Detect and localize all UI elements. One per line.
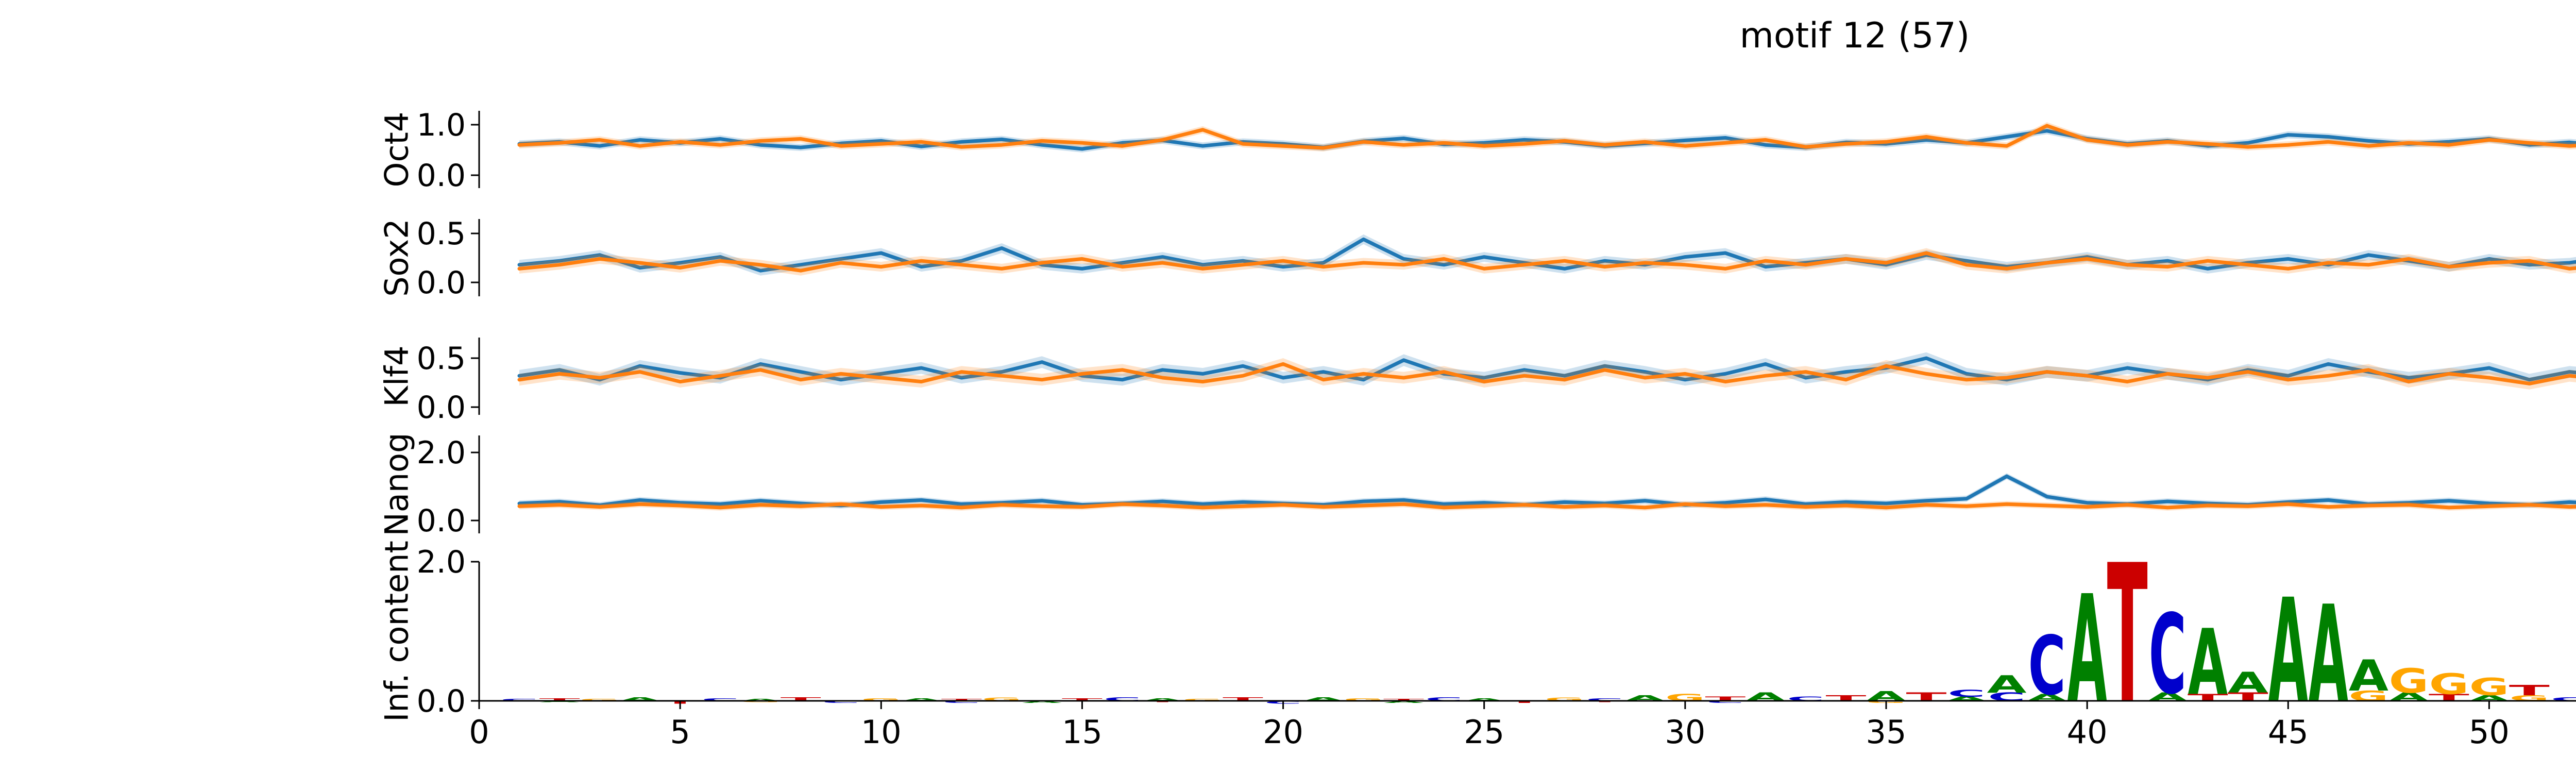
subplot-nanog: 0.0 2.0	[417, 435, 2576, 539]
logo-letter-G: G	[1344, 697, 1384, 702]
logo-letter-G: G	[2389, 662, 2429, 701]
x-tick-label: 50	[2469, 713, 2510, 751]
x-tick-label: 40	[2067, 713, 2108, 751]
subplot-sox2: 0.00.5	[417, 216, 2576, 301]
logo-letter-C: C	[2551, 696, 2576, 702]
logo-letter-A: A	[1745, 691, 1785, 704]
logo-letter-C: C	[1104, 696, 1141, 702]
logo-letter-A: A	[2309, 578, 2348, 733]
x-tick-label: 15	[1062, 713, 1103, 751]
logo-letter-A: A	[2067, 564, 2107, 736]
figure-title: motif 12 (57)	[1739, 15, 1970, 56]
confidence-band	[519, 352, 2576, 386]
logo-letter-C: C	[1586, 697, 1623, 702]
y-tick-label: 0.0	[417, 390, 466, 426]
logo-letter-A: A	[2228, 666, 2268, 700]
logo-letter-G: G	[2429, 668, 2469, 701]
logo-letter-T: T	[1504, 700, 1545, 703]
profile-line	[517, 362, 2576, 385]
logo-letter-G: G	[1183, 698, 1223, 701]
subplot-inf-content: CTAGATCAGTCGATCGATCATGTCAGTACATGCTAGTCAC…	[417, 524, 2576, 746]
logo-letter-C: C	[1706, 700, 1744, 704]
logo-letter-T: T	[1062, 697, 1103, 702]
logo-letter-T: T	[2107, 524, 2148, 746]
x-tick-label: 0	[469, 713, 489, 751]
y-tick-label: 0.5	[417, 216, 466, 252]
logo-letter-C: C	[1425, 696, 1463, 702]
logo-letter-T: T	[539, 697, 580, 702]
logo-letter-C: C	[2149, 592, 2187, 719]
profile-line	[517, 237, 2576, 273]
y-tick-label: 0.0	[417, 158, 466, 194]
profile-line	[517, 474, 2576, 508]
logo-letter-T: T	[1383, 698, 1424, 701]
logo-letter-A: A	[1303, 696, 1343, 702]
logo-letter-C: C	[2028, 619, 2066, 714]
logo-letter-T: T	[1223, 697, 1263, 702]
logo-letter-G: G	[861, 697, 902, 702]
y-tick-label: 1.0	[417, 107, 466, 143]
logo-letter-A: A	[620, 696, 660, 702]
x-tick-label: 45	[2268, 713, 2309, 751]
logo-letter-G: G	[1545, 696, 1585, 702]
profile-line	[517, 129, 2576, 151]
logo-letter-T: T	[941, 698, 982, 701]
y-tick-label: 0.0	[417, 265, 466, 301]
x-tick-label: 30	[1665, 713, 1705, 751]
logo-letter-A: A	[741, 698, 781, 702]
logo-letter-G: G	[2469, 673, 2510, 701]
logo-letter-C: C	[702, 697, 739, 702]
logo-letter-T: T	[2509, 682, 2550, 699]
profile-line	[517, 251, 2576, 273]
x-tick-label: 10	[861, 713, 902, 751]
x-axis: 0510152025303540455055606570	[469, 700, 2576, 751]
logo-letter-A: A	[902, 697, 942, 702]
logo-letter-A: A	[2268, 569, 2308, 735]
x-tick-label: 20	[1263, 713, 1303, 751]
logo-letter-A: A	[1384, 700, 1424, 704]
x-tick-label: 35	[1866, 713, 1907, 751]
logo-letter-G: G	[580, 698, 620, 701]
logo-letter-G: G	[982, 696, 1022, 702]
logo-letter-A: A	[2188, 610, 2228, 715]
logo-letter-A: A	[1464, 697, 1504, 702]
y-tick-label: 2.0	[417, 544, 466, 580]
logo-letter-A: A	[2349, 651, 2388, 701]
logo-letter-A: A	[1143, 697, 1183, 702]
logo-letter-C: C	[822, 700, 860, 704]
x-tick-label: 5	[670, 713, 690, 751]
profile-line	[517, 502, 2576, 510]
logo-letter-C: C	[1947, 688, 1985, 699]
logo-letter-A: A	[1987, 671, 2027, 699]
y-tick-label: 0.5	[417, 341, 466, 377]
y-tick-label: 0.0	[417, 683, 466, 719]
profile-line	[517, 124, 2576, 150]
logo-letter-C: C	[943, 700, 980, 704]
x-tick-label: 25	[1464, 713, 1504, 751]
logo-letter-A: A	[1022, 700, 1062, 704]
confidence-band	[519, 358, 2576, 390]
logo-letter-T: T	[781, 697, 821, 702]
y-tick-label: 2.0	[417, 435, 466, 471]
y-tick-label: 0.0	[417, 503, 466, 539]
subplot-oct4: 0.01.0	[417, 107, 2576, 194]
logo-letter-C: C	[500, 698, 538, 702]
subplot-klf4: 0.00.5	[417, 338, 2576, 426]
